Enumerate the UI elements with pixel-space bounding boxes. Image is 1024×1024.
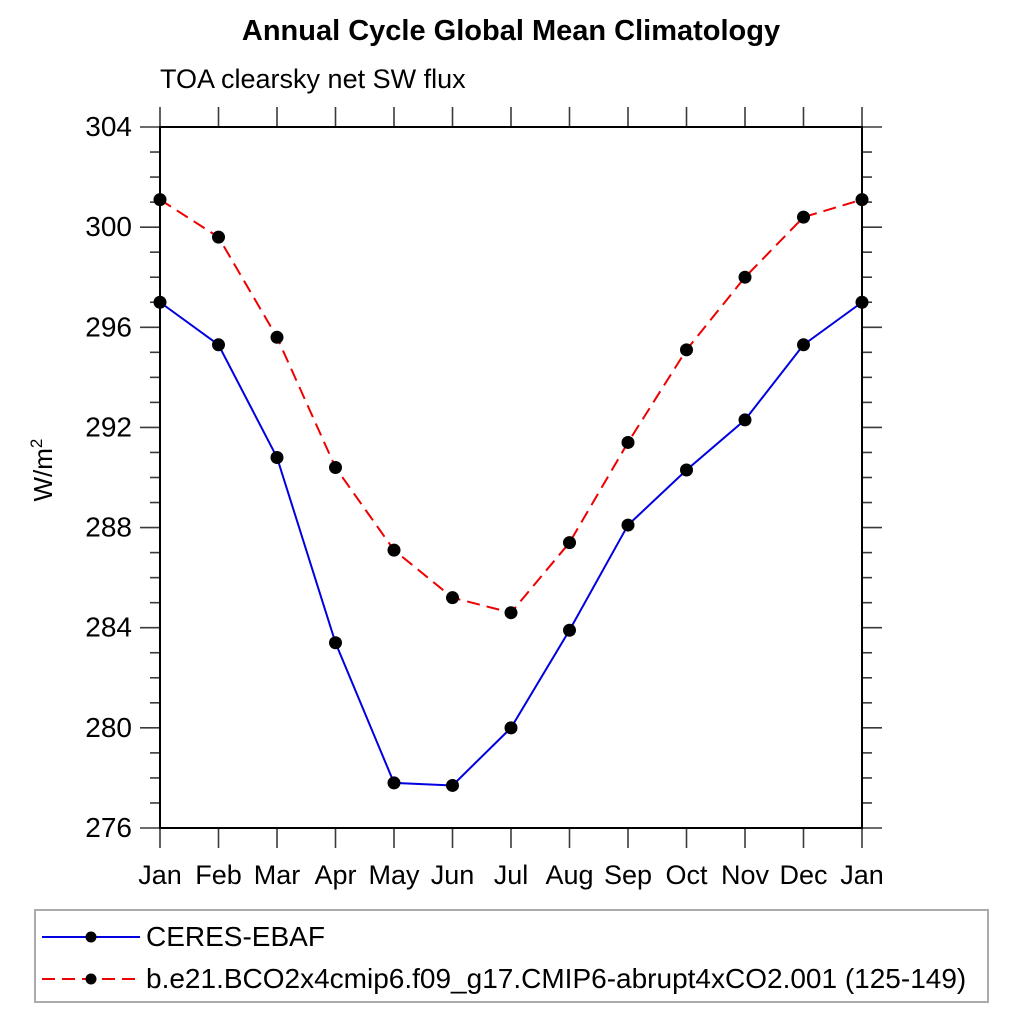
data-point-marker — [680, 463, 693, 477]
data-point-marker — [797, 338, 810, 352]
legend-label-model: b.e21.BCO2x4cmip6.f09_g17.CMIP6-abrupt4x… — [146, 963, 967, 994]
legend-marker — [85, 973, 97, 985]
x-tick-label: Oct — [665, 860, 708, 890]
data-point-marker — [738, 413, 752, 427]
data-point-marker — [855, 193, 869, 207]
data-point-marker — [738, 270, 752, 284]
legend-item-model: b.e21.BCO2x4cmip6.f09_g17.CMIP6-abrupt4x… — [36, 962, 966, 996]
x-tick-label: Dec — [779, 860, 827, 890]
data-point-marker — [446, 591, 459, 605]
data-point-marker — [621, 518, 635, 532]
data-point-marker — [270, 330, 284, 344]
x-tick-label: Jul — [494, 860, 529, 890]
data-point-marker — [621, 435, 635, 449]
y-tick-label: 276 — [85, 812, 132, 843]
data-point-marker — [387, 543, 401, 557]
data-point-marker — [329, 460, 342, 474]
x-tick-label: Jan — [138, 860, 182, 890]
legend-sample-dashed-line — [42, 973, 140, 985]
data-point-marker — [153, 193, 167, 207]
data-point-marker — [270, 450, 284, 464]
data-point-marker — [212, 230, 225, 244]
legend-sample-solid-line — [42, 931, 140, 943]
y-tick-label: 296 — [85, 311, 132, 342]
y-tick-label: 292 — [85, 411, 132, 442]
data-point-marker — [446, 778, 459, 792]
x-tick-label: Apr — [314, 860, 356, 890]
x-tick-label: Nov — [721, 860, 770, 890]
data-point-marker — [797, 210, 810, 224]
x-tick-label: Jun — [431, 860, 475, 890]
chart-title: Annual Cycle Global Mean Climatology — [241, 15, 781, 47]
y-axis-label: W/m2 — [27, 439, 58, 502]
y-tick-label: 300 — [85, 211, 132, 242]
plot-frame — [159, 126, 863, 829]
x-tick-label: Aug — [545, 860, 593, 890]
legend-marker — [85, 931, 97, 943]
data-point-marker — [387, 776, 401, 790]
data-point-marker — [329, 636, 342, 650]
legend-box: CERES-EBAF b.e21.BCO2x4cmip6.f09_g17.CMI… — [34, 909, 989, 1003]
x-tick-label: Mar — [254, 860, 301, 890]
y-tick-label: 280 — [85, 712, 132, 743]
data-point-marker — [504, 721, 518, 735]
y-tick-label: 304 — [85, 111, 132, 142]
data-point-marker — [563, 623, 576, 637]
x-tick-label: May — [368, 860, 420, 890]
data-point-marker — [855, 295, 869, 309]
data-point-marker — [504, 606, 518, 620]
data-point-marker — [680, 343, 693, 357]
plot-area: 276 280 284 288 292 296 300 304 Jan Feb Mar Apr May J… — [27, 107, 884, 890]
series-line-0 — [159, 301, 863, 787]
data-point-marker — [212, 338, 225, 352]
data-point-marker — [153, 295, 167, 309]
x-tick-label: Jan — [840, 860, 884, 890]
y-tick-label: 288 — [85, 512, 132, 543]
chart-subtitle: TOA clearsky net SW flux — [160, 64, 466, 94]
data-point-marker — [563, 536, 576, 550]
y-tick-label: 284 — [85, 612, 132, 643]
legend-item-ceres: CERES-EBAF — [36, 920, 325, 954]
legend-label-ceres: CERES-EBAF — [146, 921, 325, 952]
x-tick-label: Feb — [195, 860, 242, 890]
x-tick-label: Sep — [604, 860, 652, 890]
